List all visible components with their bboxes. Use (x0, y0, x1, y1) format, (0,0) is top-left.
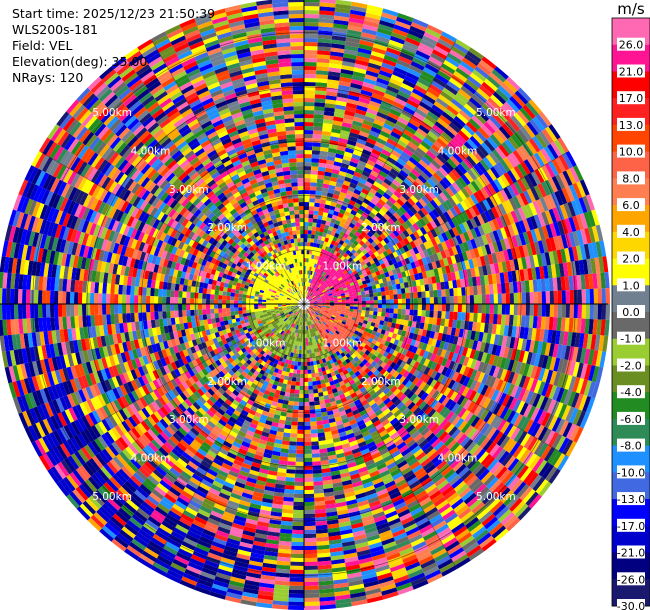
colorbar-tick-label: 21.0 (619, 66, 644, 79)
range-ring-label: 1.00km (323, 261, 363, 273)
colorbar-tick-label: 4.0 (622, 226, 640, 239)
field-text: Field: VEL (12, 38, 73, 53)
colorbar-tick-label: 26.0 (619, 39, 644, 52)
range-ring-label: 1.00km (323, 337, 363, 349)
nrays-text: NRays: 120 (12, 70, 84, 85)
colorbar: 26.0 21.0 17.0 13.0 10.0 8.0 6.0 4.0 2.0 1.0 0.0 -1… (611, 17, 650, 610)
start-time-text: Start time: 2025/12/23 21:50:39 (12, 6, 216, 21)
colorbar-tick-bg (617, 492, 645, 506)
colorbar-tick-label: -4.0 (620, 386, 641, 399)
colorbar-tick-bg (617, 117, 645, 131)
colorbar-tick-bg (617, 198, 645, 212)
colorbar-tick-label: -10.0 (617, 466, 645, 479)
colorbar-tick-bg (617, 251, 645, 265)
colorbar-tick-label: -2.0 (620, 360, 641, 373)
range-ring-label: 1.00km (246, 261, 286, 273)
colorbar-tick-label: 13.0 (619, 119, 644, 132)
colorbar-tick-bg (617, 411, 645, 425)
range-ring-label: 4.00km (131, 146, 171, 158)
colorbar-tick-label: 1.0 (622, 279, 640, 292)
colorbar-tick-bg (617, 358, 645, 372)
colorbar-tick-bg (617, 518, 645, 532)
colorbar-tick-bg (617, 465, 645, 479)
colorbar-tick-label: 0.0 (622, 306, 640, 319)
colorbar-tick-bg (617, 572, 645, 586)
colorbar-tick-label: 8.0 (622, 172, 640, 185)
colorbar-tick-label: -6.0 (620, 413, 641, 426)
range-ring-label: 2.00km (207, 222, 247, 234)
colorbar-tick-label: 17.0 (619, 92, 644, 105)
colorbar-tick-bg (617, 224, 645, 238)
colorbar-tick-bg (617, 278, 645, 292)
colorbar-tick-bg (617, 545, 645, 559)
colorbar-tick-bg (617, 171, 645, 185)
range-ring-label: 2.00km (361, 222, 401, 234)
colorbar-tick-label: 6.0 (622, 199, 640, 212)
colorbar-tick-bg (617, 305, 645, 318)
range-ring-label: 4.00km (438, 146, 478, 158)
range-ring-label: 5.00km (92, 491, 132, 503)
range-ring-label: 3.00km (399, 184, 439, 196)
range-ring-label: 5.00km (92, 107, 132, 119)
colorbar-tick-label: -8.0 (620, 440, 641, 453)
range-rings-and-spokes (0, 0, 608, 608)
colorbar-tick-bg (617, 438, 645, 452)
range-ring-labels: 1.00km 1.00km 1.00km 1.00km 2.00km 2.00km 2.00… (92, 107, 516, 503)
colorbar-tick-bg (617, 385, 645, 399)
range-ring-label: 3.00km (169, 414, 209, 426)
colorbar-tick-label: -21.0 (617, 547, 645, 560)
colorbar-tick-bg (617, 37, 645, 51)
velocity-gates (0, 0, 611, 610)
colorbar-unit-label: m/s (617, 0, 645, 18)
range-ring-label: 1.00km (246, 337, 286, 349)
range-ring-label: 2.00km (207, 376, 247, 388)
range-ring-label: 4.00km (438, 453, 478, 465)
range-ring-label: 5.00km (476, 107, 516, 119)
instrument-text: WLS200s-181 (12, 22, 98, 37)
colorbar-tick-bg (617, 599, 645, 610)
colorbar-tick-label: 10.0 (619, 146, 644, 159)
colorbar-tick-label: 2.0 (622, 253, 640, 266)
colorbar-tick-label: -1.0 (620, 333, 641, 346)
colorbar-tick-label: -26.0 (617, 573, 645, 586)
colorbar-tick-bg (617, 331, 645, 345)
colorbar-tick-bg (617, 91, 645, 105)
colorbar-tick-bg (617, 144, 645, 158)
range-ring-label: 4.00km (131, 453, 171, 465)
range-ring-label: 2.00km (361, 376, 401, 388)
range-ring-label: 3.00km (169, 184, 209, 196)
colorbar-tick-label: -30.0 (617, 600, 645, 610)
range-ring-label: 3.00km (399, 414, 439, 426)
elevation-text: Elevation(deg): 35.00 (12, 54, 148, 69)
colorbar-tick-label: -17.0 (617, 520, 645, 533)
range-ring-label: 5.00km (476, 491, 516, 503)
colorbar-tick-label: -13.0 (617, 493, 645, 506)
colorbar-tick-bg (617, 64, 645, 78)
